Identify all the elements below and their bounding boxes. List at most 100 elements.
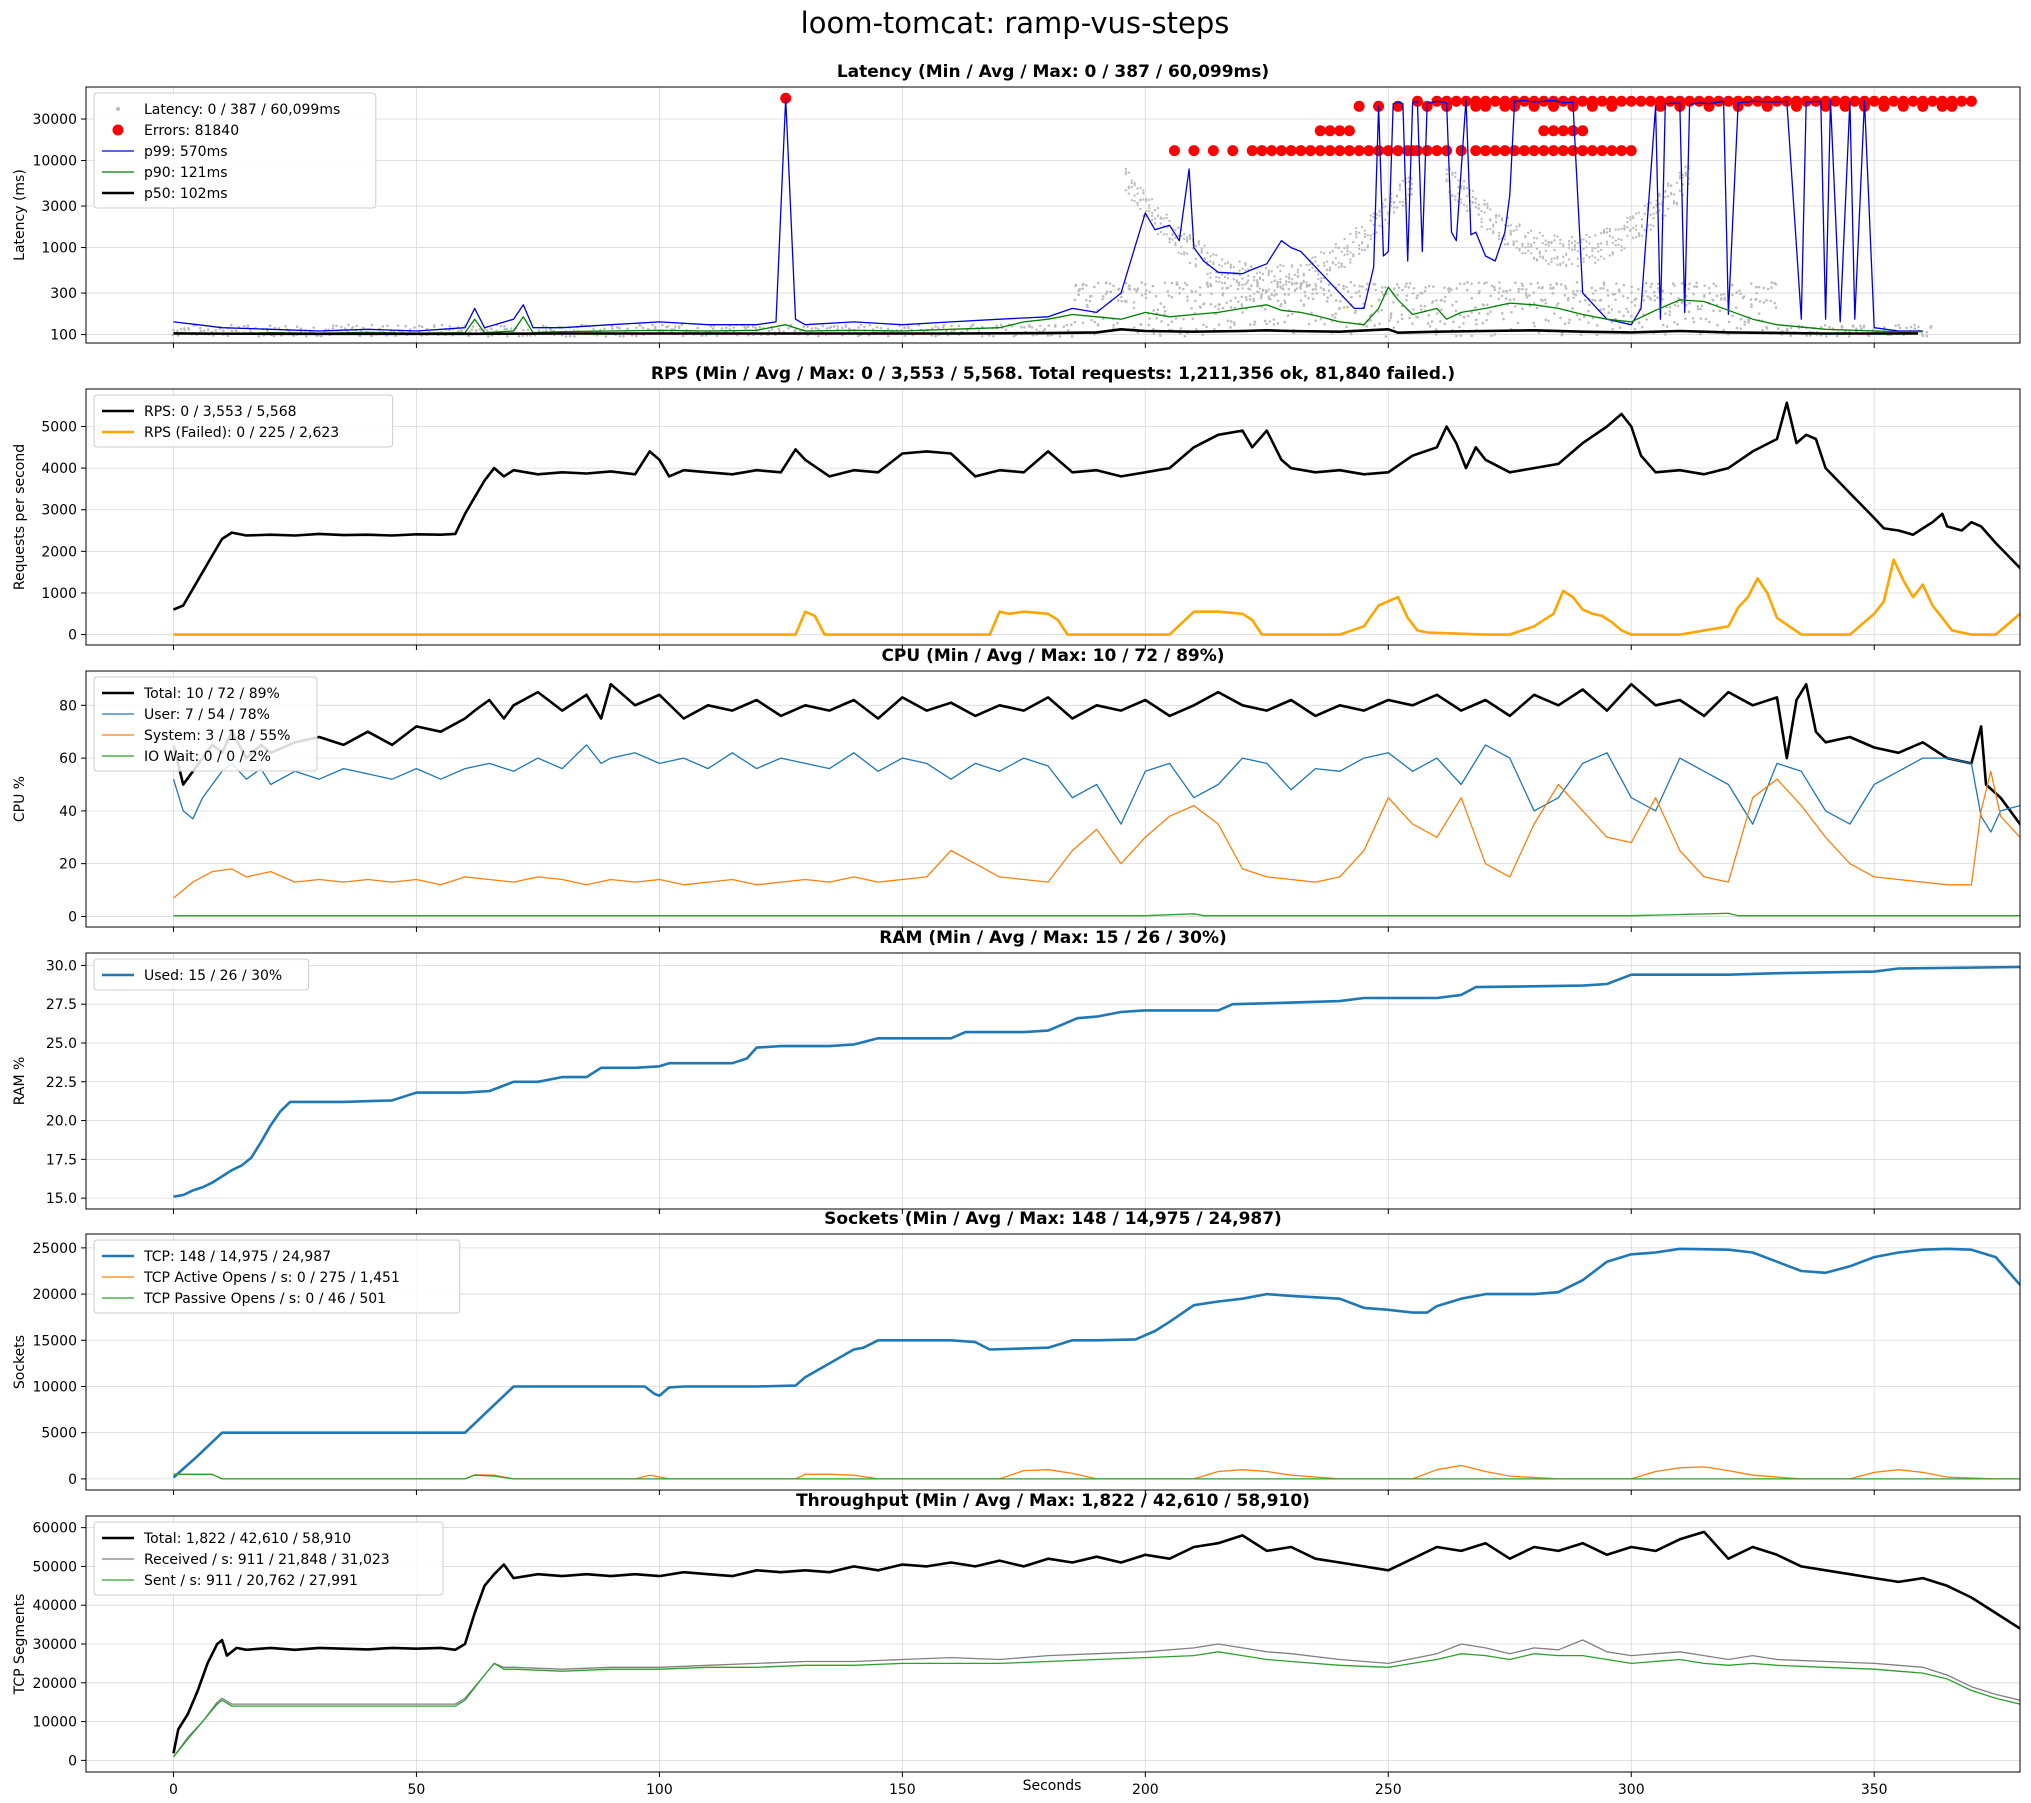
latency-sample bbox=[1664, 195, 1667, 199]
latency-sample bbox=[1132, 326, 1136, 329]
latency-sample bbox=[1127, 284, 1131, 287]
latency-sample bbox=[1353, 311, 1357, 315]
latency-sample bbox=[1283, 299, 1286, 303]
error-marker bbox=[1509, 145, 1521, 157]
latency-sample bbox=[1133, 287, 1136, 291]
latency-sample bbox=[1237, 281, 1241, 285]
latency-sample bbox=[1673, 320, 1676, 324]
latency-sample bbox=[1560, 333, 1564, 337]
latency-sample bbox=[1145, 199, 1148, 203]
latency-sample bbox=[611, 327, 614, 330]
latency-sample bbox=[1591, 249, 1594, 252]
latency-sample bbox=[1544, 302, 1548, 305]
latency-sample bbox=[1244, 283, 1247, 286]
latency-sample bbox=[1634, 212, 1638, 215]
latency-sample bbox=[537, 329, 541, 332]
latency-sample bbox=[1238, 260, 1241, 263]
series-line-p50 bbox=[173, 328, 1918, 336]
latency-sample bbox=[1217, 280, 1221, 284]
latency-sample bbox=[1691, 317, 1695, 320]
latency-sample bbox=[1563, 293, 1567, 297]
latency-sample bbox=[1343, 247, 1346, 250]
latency-sample bbox=[1279, 304, 1282, 308]
latency-sample bbox=[1084, 298, 1088, 302]
latency-sample bbox=[1322, 251, 1326, 255]
latency-sample bbox=[677, 326, 681, 330]
latency-sample bbox=[618, 334, 622, 338]
latency-sample bbox=[1320, 276, 1323, 280]
latency-sample bbox=[1605, 243, 1609, 246]
latency-sample bbox=[1127, 186, 1131, 190]
latency-sample bbox=[1331, 249, 1335, 252]
latency-sample bbox=[1585, 246, 1588, 249]
latency-sample bbox=[1342, 284, 1345, 288]
latency-sample bbox=[1730, 283, 1734, 287]
latency-sample bbox=[1135, 290, 1138, 293]
latency-sample bbox=[1104, 292, 1108, 296]
latency-sample bbox=[1454, 300, 1458, 303]
latency-sample bbox=[1535, 247, 1539, 250]
axes-frame bbox=[85, 86, 2021, 344]
latency-sample bbox=[953, 329, 956, 332]
latency-sample bbox=[1664, 312, 1667, 315]
latency-sample bbox=[1770, 281, 1774, 284]
latency-sample bbox=[1212, 262, 1215, 266]
latency-sample bbox=[202, 329, 206, 333]
series-group-ram bbox=[173, 965, 2020, 1198]
latency-sample bbox=[1183, 334, 1187, 338]
latency-sample bbox=[1608, 229, 1612, 233]
latency-sample bbox=[1177, 251, 1180, 254]
latency-sample bbox=[1692, 320, 1696, 324]
latency-sample bbox=[1683, 317, 1687, 321]
latency-sample bbox=[1684, 171, 1687, 174]
series-line-used bbox=[173, 965, 2020, 1198]
latency-sample bbox=[1477, 207, 1480, 210]
latency-sample bbox=[1130, 185, 1133, 189]
latency-sample bbox=[1618, 290, 1621, 293]
latency-sample bbox=[1322, 264, 1326, 267]
latency-sample bbox=[1750, 305, 1753, 309]
latency-sample bbox=[1397, 286, 1401, 289]
latency-sample bbox=[1541, 241, 1545, 245]
latency-sample bbox=[1573, 243, 1577, 247]
latency-sample bbox=[1363, 233, 1367, 236]
latency-sample bbox=[1261, 272, 1265, 276]
latency-sample bbox=[1136, 287, 1140, 290]
y-tick-label: 30000 bbox=[32, 1637, 77, 1653]
latency-sample bbox=[1432, 285, 1435, 288]
latency-sample bbox=[1492, 230, 1495, 233]
latency-sample bbox=[1553, 256, 1556, 260]
latency-sample bbox=[1643, 229, 1647, 232]
latency-sample bbox=[1644, 281, 1648, 285]
latency-sample bbox=[1714, 284, 1718, 288]
latency-sample bbox=[1470, 282, 1473, 286]
latency-sample bbox=[1699, 332, 1702, 336]
latency-sample bbox=[503, 328, 507, 331]
error-marker bbox=[1703, 95, 1715, 107]
latency-sample bbox=[1206, 260, 1209, 264]
latency-sample bbox=[1290, 312, 1294, 316]
latency-sample bbox=[1661, 297, 1664, 301]
latency-sample bbox=[1529, 245, 1533, 248]
latency-sample bbox=[1470, 296, 1474, 300]
latency-sample bbox=[568, 334, 572, 338]
latency-sample bbox=[1190, 307, 1193, 310]
latency-sample bbox=[1626, 226, 1629, 229]
latency-sample bbox=[1343, 265, 1346, 269]
latency-sample bbox=[1198, 293, 1202, 297]
latency-sample bbox=[1502, 317, 1505, 321]
latency-sample bbox=[312, 326, 315, 329]
latency-sample bbox=[1248, 323, 1252, 326]
latency-sample bbox=[487, 335, 490, 338]
latency-sample bbox=[1532, 236, 1536, 239]
y-tick-label: 3000 bbox=[41, 199, 77, 215]
latency-sample bbox=[1305, 285, 1308, 288]
legend-box bbox=[93, 958, 310, 991]
ticks-ram: 15.017.520.022.525.027.530.0 bbox=[46, 958, 1875, 1214]
latency-sample bbox=[1599, 242, 1603, 245]
latency-sample bbox=[1245, 281, 1249, 284]
latency-sample bbox=[863, 325, 866, 329]
